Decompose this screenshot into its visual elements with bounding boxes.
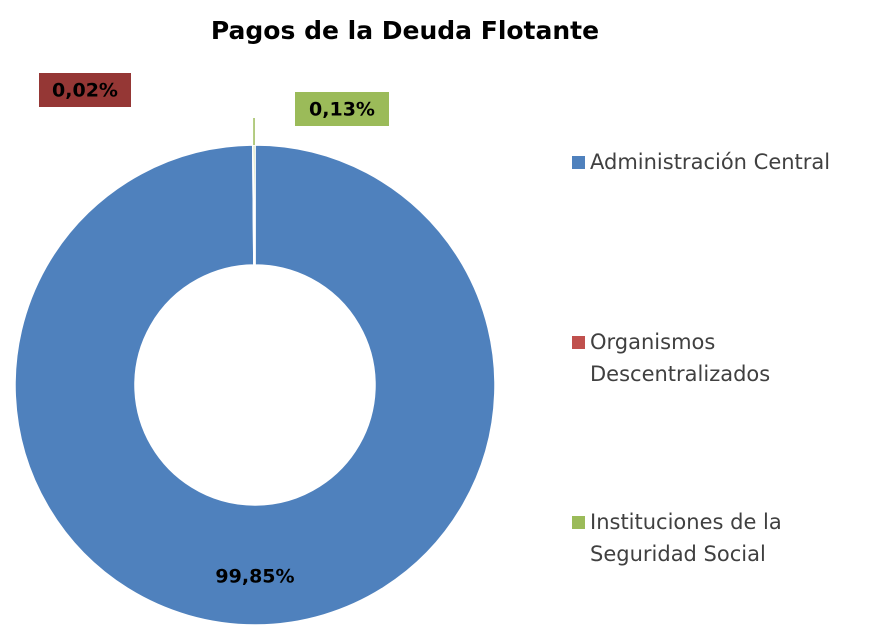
legend-label: Organismos Descentralizados bbox=[590, 330, 771, 386]
legend-item: Organismos Descentralizados bbox=[572, 326, 884, 390]
donut-slice bbox=[14, 144, 496, 625]
data-label: 0,13% bbox=[309, 99, 375, 121]
legend-label: Administración Central bbox=[590, 150, 831, 174]
donut-slice bbox=[252, 144, 256, 266]
data-label-box bbox=[295, 92, 389, 126]
data-label: 99,85% bbox=[215, 566, 294, 588]
legend-swatch bbox=[572, 516, 585, 529]
legend-swatch bbox=[572, 336, 585, 349]
legend-swatch bbox=[572, 156, 585, 169]
legend-item: Administración Central bbox=[572, 146, 884, 178]
data-label: 0,02% bbox=[52, 80, 118, 102]
legend-item: Instituciones de la Seguridad Social bbox=[572, 506, 884, 570]
legend-label: Instituciones de la Seguridad Social bbox=[590, 510, 782, 566]
data-label-box bbox=[39, 73, 131, 107]
chart-title: Pagos de la Deuda Flotante bbox=[211, 16, 599, 45]
